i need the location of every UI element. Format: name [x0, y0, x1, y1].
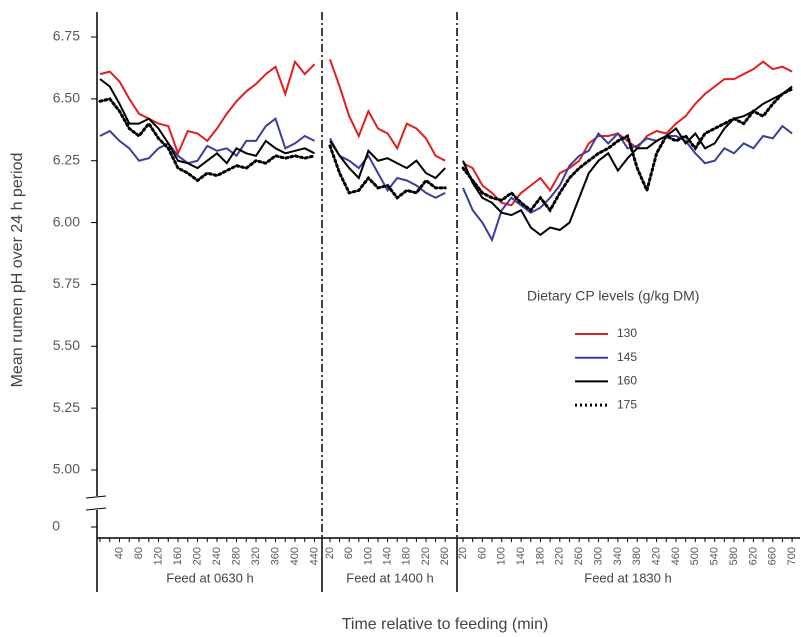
y-tick-label: 6.75 — [53, 28, 80, 44]
series-line — [99, 117, 315, 165]
series-line — [462, 85, 793, 237]
x-tick-label: 120 — [152, 547, 164, 565]
series-line — [99, 59, 316, 157]
y-tick-label: 6.25 — [53, 151, 80, 167]
x-tick-label: 400 — [289, 547, 301, 565]
x-tick-label: 380 — [631, 547, 643, 565]
x-tick-label: 280 — [230, 547, 242, 565]
x-tick-label: 460 — [670, 547, 682, 565]
y-tick-label: 5.25 — [53, 399, 80, 415]
x-tick-label: 340 — [612, 547, 624, 565]
x-tick-label: 260 — [573, 547, 585, 565]
x-tick-label: 60 — [343, 547, 355, 559]
x-tick-label: 320 — [250, 547, 262, 565]
series-line — [328, 144, 447, 200]
segment-label: Feed at 1830 h — [584, 570, 671, 585]
x-tick-label: 360 — [269, 547, 281, 565]
series-line — [461, 87, 794, 213]
x-tick-label: 660 — [767, 547, 779, 565]
series-line — [462, 124, 793, 243]
x-tick-label: 40 — [113, 547, 125, 559]
x-tick-label: 420 — [651, 547, 663, 565]
x-tick-label: 220 — [420, 547, 432, 565]
y-tick-label: 6.00 — [53, 213, 80, 229]
y-tick-label: 5.00 — [53, 461, 80, 477]
x-tick-label: 140 — [515, 547, 527, 565]
x-tick-label: 580 — [728, 547, 740, 565]
x-tick-label: 260 — [439, 547, 451, 565]
x-tick-label: 540 — [709, 547, 721, 565]
legend-label: 175 — [617, 397, 637, 411]
series-line — [462, 60, 793, 207]
series-line — [329, 140, 446, 180]
series-line — [98, 97, 316, 183]
legend-label: 145 — [617, 350, 637, 364]
segment-label: Feed at 1400 h — [346, 570, 433, 585]
y-tick-label: 0 — [52, 518, 60, 534]
legend-label: 130 — [617, 326, 637, 340]
x-tick-label: 20 — [457, 547, 469, 559]
x-tick-label: 500 — [689, 547, 701, 565]
series-line — [99, 78, 315, 170]
segment-label: Feed at 0630 h — [166, 570, 253, 585]
y-tick-label: 5.50 — [53, 337, 80, 353]
axis-break — [85, 507, 107, 511]
x-tick-label: 20 — [324, 547, 336, 559]
x-tick-label: 80 — [133, 547, 145, 559]
y-axis-label: Mean rumen pH over 24 h period — [9, 153, 26, 388]
x-tick-label: 180 — [534, 547, 546, 565]
x-tick-label: 700 — [786, 547, 798, 565]
x-tick-label: 620 — [747, 547, 759, 565]
x-tick-label: 240 — [211, 547, 223, 565]
x-tick-label: 180 — [401, 547, 413, 565]
x-tick-label: 100 — [496, 547, 508, 565]
legend-title: Dietary CP levels (g/kg DM) — [527, 288, 699, 304]
x-tick-label: 140 — [382, 547, 394, 565]
x-tick-label: 100 — [362, 547, 374, 565]
legend-label: 160 — [617, 374, 637, 388]
x-tick-label: 200 — [191, 547, 203, 565]
x-tick-label: 440 — [308, 547, 320, 565]
y-tick-label: 6.50 — [53, 90, 80, 106]
x-tick-label: 300 — [592, 547, 604, 565]
x-tick-label: 60 — [476, 547, 488, 559]
series-line — [329, 137, 446, 199]
x-axis-label: Time relative to feeding (min) — [342, 616, 549, 633]
axis-break — [85, 495, 107, 499]
y-tick-label: 5.75 — [53, 275, 80, 291]
series-line — [329, 58, 446, 162]
x-tick-label: 160 — [172, 547, 184, 565]
x-tick-label: 220 — [554, 547, 566, 565]
